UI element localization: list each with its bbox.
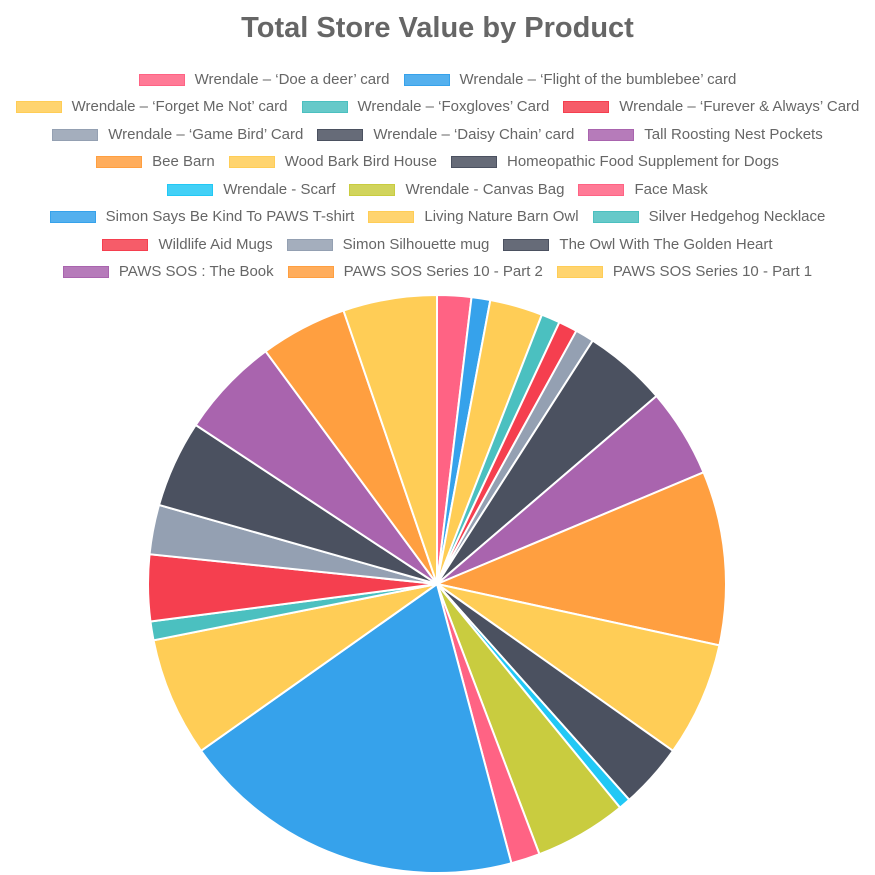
legend-swatch <box>52 128 99 141</box>
legend-item[interactable]: Simon Silhouette mug <box>286 235 490 254</box>
legend-item[interactable]: Homeopathic Food Supplement for Dogs <box>451 153 779 171</box>
legend-item[interactable]: Bee Barn <box>96 153 215 171</box>
pie-slice[interactable]: Bee Barn <box>433 471 727 647</box>
legend-label: PAWS SOS : The Book <box>118 263 274 281</box>
legend-item[interactable]: PAWS SOS Series 10 - Part 1 <box>556 263 813 281</box>
legend-swatch <box>451 156 497 169</box>
legend-item[interactable]: Wrendale - Scarf <box>167 181 335 199</box>
legend-item[interactable]: Wrendale – ‘Forget Me Not’ card <box>15 98 288 116</box>
legend-swatch <box>349 183 396 196</box>
legend-label: Wrendale - Scarf <box>223 180 336 198</box>
legend-row: Simon Says Be Kind To PAWS T-shirt Livin… <box>0 204 875 232</box>
legend-swatch <box>96 156 143 169</box>
legend-row: Wildlife Aid Mugs Simon Silhouette mug T… <box>0 231 875 259</box>
legend-item[interactable]: Wrendale – ‘Doe a deer’ card <box>138 70 390 89</box>
legend-swatch <box>286 238 333 251</box>
legend-swatch <box>556 266 603 279</box>
legend-item[interactable]: Wildlife Aid Mugs <box>102 235 273 254</box>
legend-swatch <box>592 211 639 224</box>
legend-item[interactable]: Face Mask <box>578 180 708 199</box>
legend-label: Wrendale - Canvas Bag <box>405 180 565 198</box>
legend-swatch <box>102 238 149 251</box>
legend-row: Wrendale – ‘Game Bird’ Card Wrendale – ‘… <box>0 121 875 149</box>
legend-item[interactable]: PAWS SOS Series 10 - Part 2 <box>287 263 543 281</box>
legend-label: PAWS SOS Series 10 - Part 2 <box>343 263 543 281</box>
legend-label: Wrendale – ‘Forget Me Not’ card <box>71 98 288 116</box>
legend-item[interactable]: Wrendale – ‘Foxgloves’ Card <box>301 98 550 116</box>
legend-label: Face Mask <box>634 180 708 198</box>
legend-label: Living Nature Barn Owl <box>424 208 579 226</box>
chart-title: Total Store Value by Product <box>241 12 634 44</box>
legend-row: Wrendale - Scarf Wrendale - Canvas Bag F… <box>0 176 875 204</box>
legend-swatch <box>287 266 334 279</box>
legend-label: Wrendale – ‘Flight of the bumblebee’ car… <box>459 70 737 88</box>
legend-label: Wildlife Aid Mugs <box>158 235 273 253</box>
legend-label: Wrendale – ‘Daisy Chain’ card <box>373 125 575 143</box>
legend-swatch <box>15 101 62 114</box>
legend-item[interactable]: Living Nature Barn Owl <box>368 208 579 226</box>
legend-item[interactable]: The Owl With The Golden Heart <box>503 235 773 254</box>
legend-item[interactable]: Wrendale - Canvas Bag <box>349 181 564 199</box>
legend-label: Simon Silhouette mug <box>342 235 490 253</box>
legend-row: Bee Barn Wood Bark Bird House Homeopathi… <box>0 149 875 177</box>
legend-label: PAWS SOS Series 10 - Part 1 <box>612 263 813 281</box>
legend-swatch <box>49 211 96 224</box>
legend-label: Wood Bark Bird House <box>284 153 437 171</box>
legend-swatch <box>167 183 214 196</box>
pie-slice[interactable]: Wood Bark Bird House <box>436 583 721 753</box>
legend-swatch <box>588 128 635 141</box>
legend-swatch <box>503 238 550 251</box>
chart-legend: Wrendale – ‘Doe a deer’ card Wrendale – … <box>0 66 875 286</box>
pie-slice[interactable]: Living Nature Barn Owl <box>152 583 438 753</box>
legend-item[interactable]: Silver Hedgehog Necklace <box>592 208 826 226</box>
legend-label: The Owl With The Golden Heart <box>559 235 773 253</box>
legend-row: Wrendale – ‘Forget Me Not’ card Wrendale… <box>0 94 875 122</box>
legend-swatch <box>62 266 109 279</box>
legend-swatch <box>403 73 450 86</box>
legend-item[interactable]: Simon Says Be Kind To PAWS T-shirt <box>49 208 355 226</box>
legend-item[interactable]: Wrendale – ‘Furever & Always’ Card <box>563 98 859 116</box>
legend-row: Wrendale – ‘Doe a deer’ card Wrendale – … <box>0 66 875 94</box>
legend-label: Wrendale – ‘Foxgloves’ Card <box>357 98 550 116</box>
legend-label: Wrendale – ‘Doe a deer’ card <box>194 70 390 88</box>
legend-swatch <box>138 73 185 86</box>
legend-swatch <box>563 101 610 114</box>
legend-label: Homeopathic Food Supplement for Dogs <box>507 153 779 171</box>
legend-label: Wrendale – ‘Furever & Always’ Card <box>619 98 860 116</box>
legend-swatch <box>228 156 275 169</box>
legend-item[interactable]: Wood Bark Bird House <box>228 153 437 171</box>
legend-item[interactable]: Tall Roosting Nest Pockets <box>588 125 823 144</box>
legend-label: Silver Hedgehog Necklace <box>648 208 826 226</box>
legend-swatch <box>368 211 415 224</box>
legend-label: Tall Roosting Nest Pockets <box>644 125 823 143</box>
legend-label: Wrendale – ‘Game Bird’ Card <box>108 125 304 143</box>
legend-swatch <box>317 128 364 141</box>
legend-item[interactable]: Wrendale – ‘Daisy Chain’ card <box>317 126 574 144</box>
legend-item[interactable]: Wrendale – ‘Game Bird’ Card <box>52 126 303 144</box>
legend-swatch <box>301 101 348 114</box>
pie-slice[interactable]: PAWS SOS Series 10 - Part 1 <box>342 293 438 585</box>
legend-label: Simon Says Be Kind To PAWS T-shirt <box>105 208 355 226</box>
legend-item[interactable]: Wrendale – ‘Flight of the bumblebee’ car… <box>403 70 737 89</box>
legend-row: PAWS SOS : The Book PAWS SOS Series 10 -… <box>0 259 875 287</box>
legend-swatch <box>578 183 625 196</box>
legend-item[interactable]: PAWS SOS : The Book <box>62 263 274 281</box>
legend-label: Bee Barn <box>152 153 215 171</box>
pie-slice[interactable]: Simon Says Be Kind To PAWS T-shirt <box>199 582 513 874</box>
